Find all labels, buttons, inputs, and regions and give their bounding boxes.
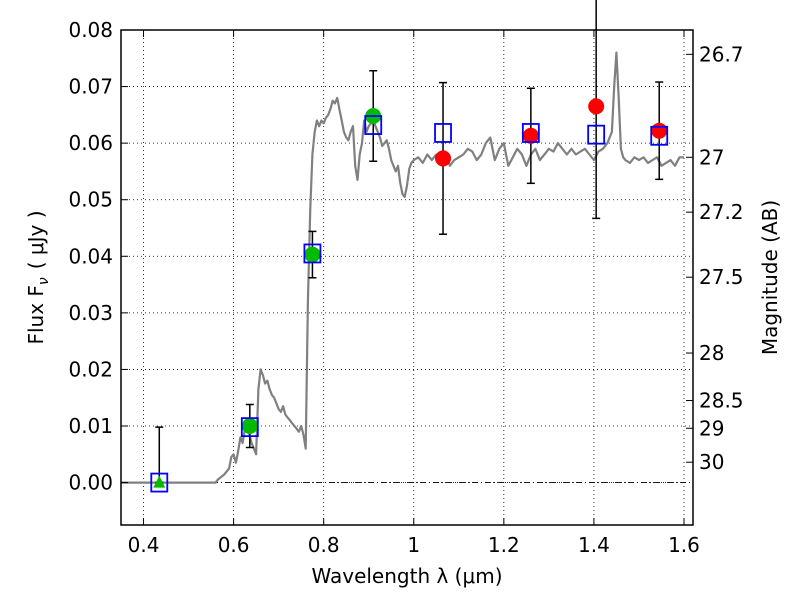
data-markers bbox=[150, 98, 669, 493]
upper-limit-triangle bbox=[153, 475, 166, 488]
model-flux-square bbox=[521, 123, 540, 143]
model-spectrum-line bbox=[121, 51, 684, 484]
right-tick-label: 27.5 bbox=[699, 265, 744, 289]
x-axis-title: Wavelength λ (μm) bbox=[311, 564, 502, 588]
right-axis-title: Magnitude (AB) bbox=[758, 200, 782, 355]
model-flux-square bbox=[434, 123, 452, 143]
y-tick-label: 0.05 bbox=[68, 188, 113, 212]
x-tick-label: 0.4 bbox=[128, 533, 160, 557]
x-tick-label: 1.6 bbox=[668, 533, 700, 557]
right-tick-label: 27.2 bbox=[699, 200, 744, 224]
y-tick-label: 0.07 bbox=[68, 75, 113, 99]
model-flux-square bbox=[587, 124, 606, 145]
data-point-circle bbox=[588, 98, 605, 115]
x-tick-label: 0.8 bbox=[308, 533, 340, 557]
right-tick-label: 26.7 bbox=[699, 42, 744, 66]
axis-ticks: 0.4 0.6 0.8 1 1.2 1.4 1.6 0.00 0.01 0.02 0.03 0.04 0… bbox=[68, 18, 743, 557]
y-axis-title-main: Flux F bbox=[24, 285, 48, 344]
data-point-circle bbox=[241, 418, 258, 434]
x-tick-label: 1 bbox=[407, 533, 420, 557]
model-flux-square bbox=[303, 243, 322, 264]
data-point-circle bbox=[304, 246, 321, 263]
x-tick-label: 1.2 bbox=[488, 533, 520, 557]
model-flux-square bbox=[150, 472, 169, 493]
y-tick-label: 0.01 bbox=[68, 414, 113, 438]
y-tick-label: 0.06 bbox=[68, 131, 113, 155]
model-flux-square bbox=[364, 115, 383, 135]
data-point-circle bbox=[435, 150, 452, 167]
model-spectrum bbox=[121, 51, 684, 484]
right-tick-label: 28.5 bbox=[699, 389, 744, 413]
x-tick-label: 0.6 bbox=[218, 533, 250, 557]
model-flux-square bbox=[650, 125, 669, 146]
right-tick-label: 28 bbox=[699, 341, 724, 365]
y-tick-label: 0.02 bbox=[68, 357, 113, 381]
y-tick-label: 0.08 bbox=[68, 18, 113, 42]
y-tick-label: 0.04 bbox=[68, 244, 113, 268]
y-tick-label: 0.03 bbox=[68, 301, 113, 325]
right-tick-label: 29 bbox=[699, 416, 724, 440]
y-axis-title-subscript: ν bbox=[36, 277, 52, 285]
right-tick-label: 30 bbox=[699, 450, 724, 474]
model-flux-square bbox=[240, 417, 259, 438]
y-axis-title-unit: ( μJy ) bbox=[24, 210, 48, 269]
y-axis-title: Flux Fν ( μJy ) bbox=[24, 210, 52, 344]
right-tick-label: 27 bbox=[699, 145, 724, 169]
x-tick-label: 1.4 bbox=[578, 533, 610, 557]
data-point-circle bbox=[522, 127, 539, 144]
y-tick-label: 0.00 bbox=[68, 471, 113, 495]
data-point-circle bbox=[651, 122, 668, 139]
